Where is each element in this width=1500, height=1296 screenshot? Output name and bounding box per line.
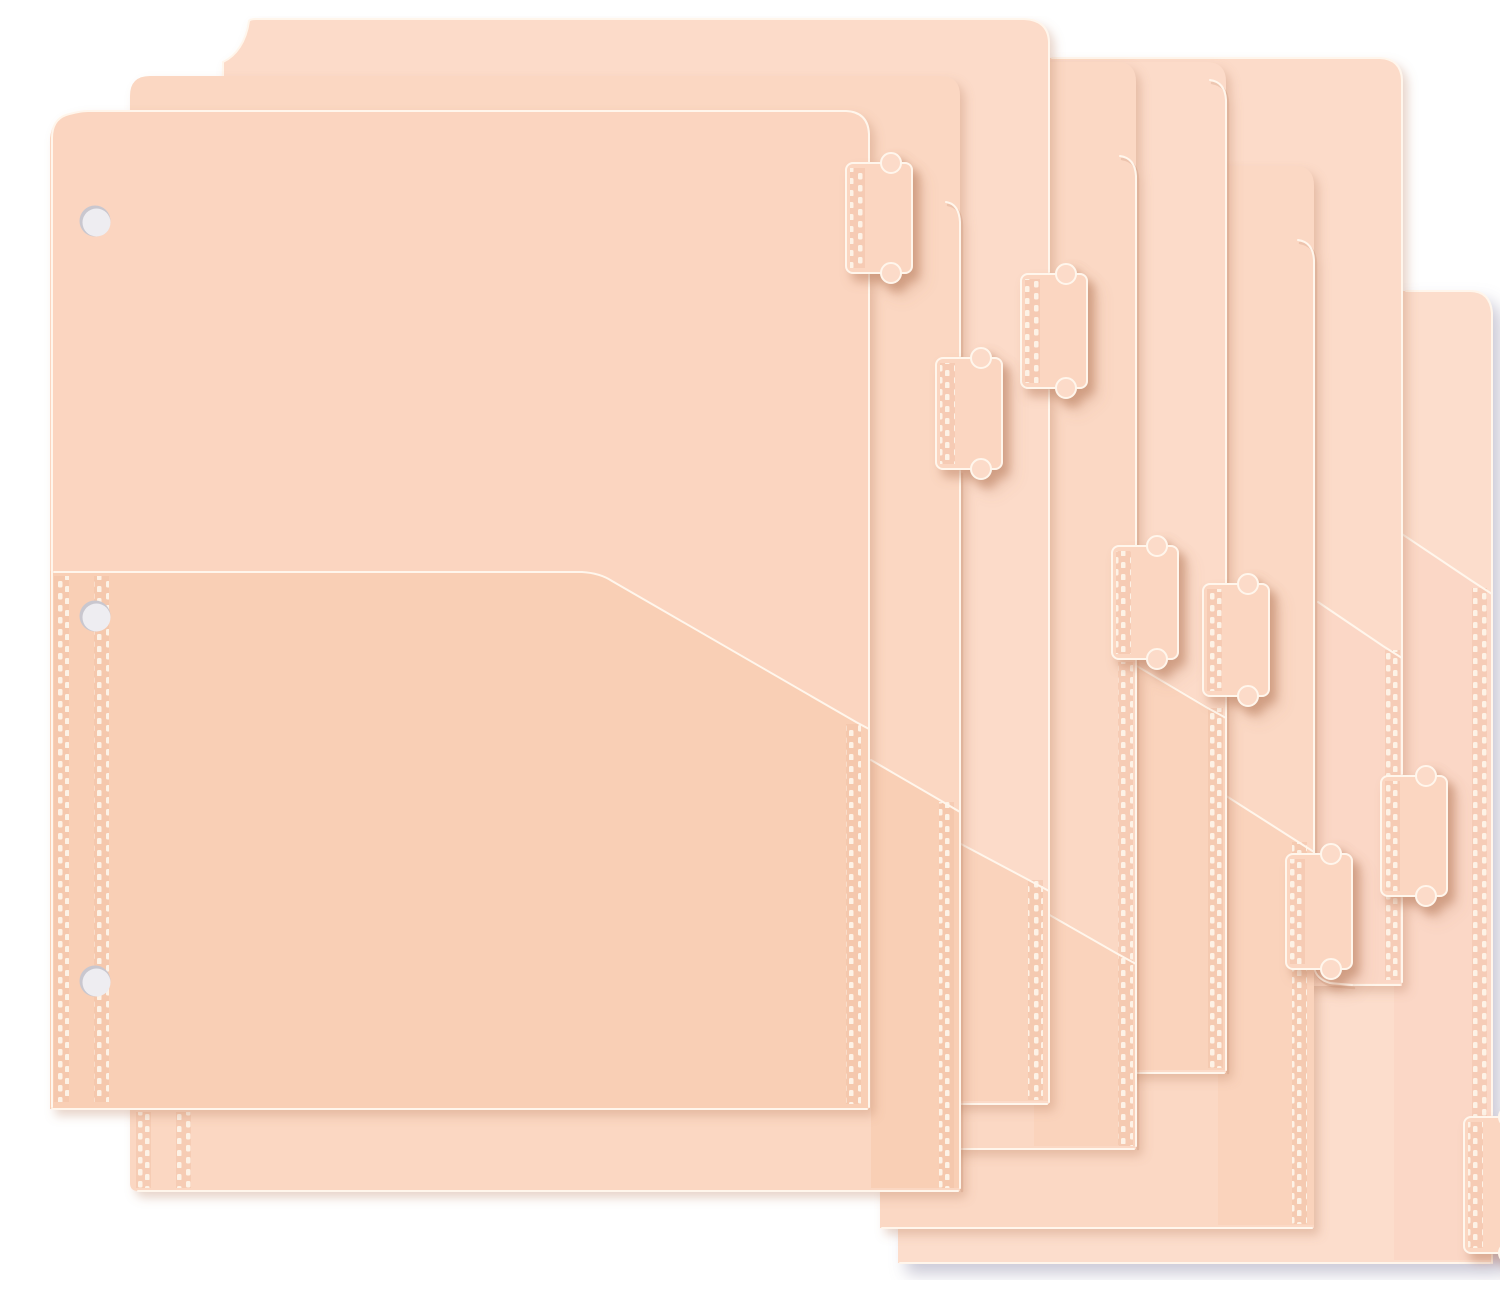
pocket-flap (1118, 654, 1226, 1070)
pocket-edge-line (870, 759, 961, 813)
tab-cut-line (945, 201, 961, 1189)
pocket-edge-line (1395, 529, 1493, 595)
pocket-edge-line (1119, 655, 1227, 719)
pocket-edge-line (1317, 601, 1403, 659)
tab-notch (1055, 263, 1077, 285)
stitch-strip (1208, 708, 1223, 1068)
tab-notch (1415, 885, 1437, 907)
sheet-edge-line (222, 18, 1050, 1103)
tab-notch (1055, 377, 1077, 399)
tab-notch (1320, 843, 1342, 865)
pocket-flap (50, 571, 869, 1109)
sheet-edge-line (1051, 57, 1403, 986)
binder-hole-3 (79, 965, 111, 997)
stitch-strip (1028, 880, 1043, 1100)
tab-cut-line (1209, 79, 1227, 1071)
divider-tab (1020, 263, 1088, 399)
tab-notch (1237, 685, 1259, 707)
pocket-edge-line (945, 835, 1050, 892)
pocket-flap (1034, 904, 1136, 1146)
divider-tab (935, 347, 1003, 480)
tab-notch (970, 347, 992, 369)
stitch-strip (1472, 588, 1487, 1254)
binder-hole-1 (79, 205, 111, 237)
divider-sheet-1 (50, 110, 913, 1110)
pocket-edge-line (53, 571, 870, 730)
pocket-edge-line (1219, 791, 1315, 853)
pocket-flap (944, 834, 1049, 1101)
divider-tab (1202, 573, 1270, 707)
sheet-edge-line (51, 110, 870, 1108)
tab-notch (1146, 648, 1168, 670)
tab-notch (1146, 535, 1168, 557)
divider-tab (1380, 765, 1448, 907)
sheet-edge-line (899, 290, 1493, 1264)
pocket-dividers-photo (50, 18, 1500, 1264)
divider-tab (1111, 535, 1179, 670)
divider-tab (1285, 843, 1353, 980)
pocket-edge-line (1033, 905, 1137, 965)
tab-notch (1320, 958, 1342, 980)
tab-notch (970, 458, 992, 480)
binder-hole-2 (79, 600, 111, 632)
stitch-strip (136, 802, 954, 1188)
stitch-strip (1118, 662, 1133, 1146)
divider-tab (845, 152, 913, 284)
tab-notch (880, 152, 902, 174)
product-photo-stage: Product photo of eight peach buff paper … (40, 16, 1500, 1280)
tab-notch (1415, 765, 1437, 787)
tab-notch (880, 262, 902, 284)
divider-tab (1463, 1110, 1500, 1260)
pocket-flap (871, 760, 960, 1188)
tab-cut-line (1119, 155, 1137, 1147)
tab-notch (1237, 573, 1259, 595)
